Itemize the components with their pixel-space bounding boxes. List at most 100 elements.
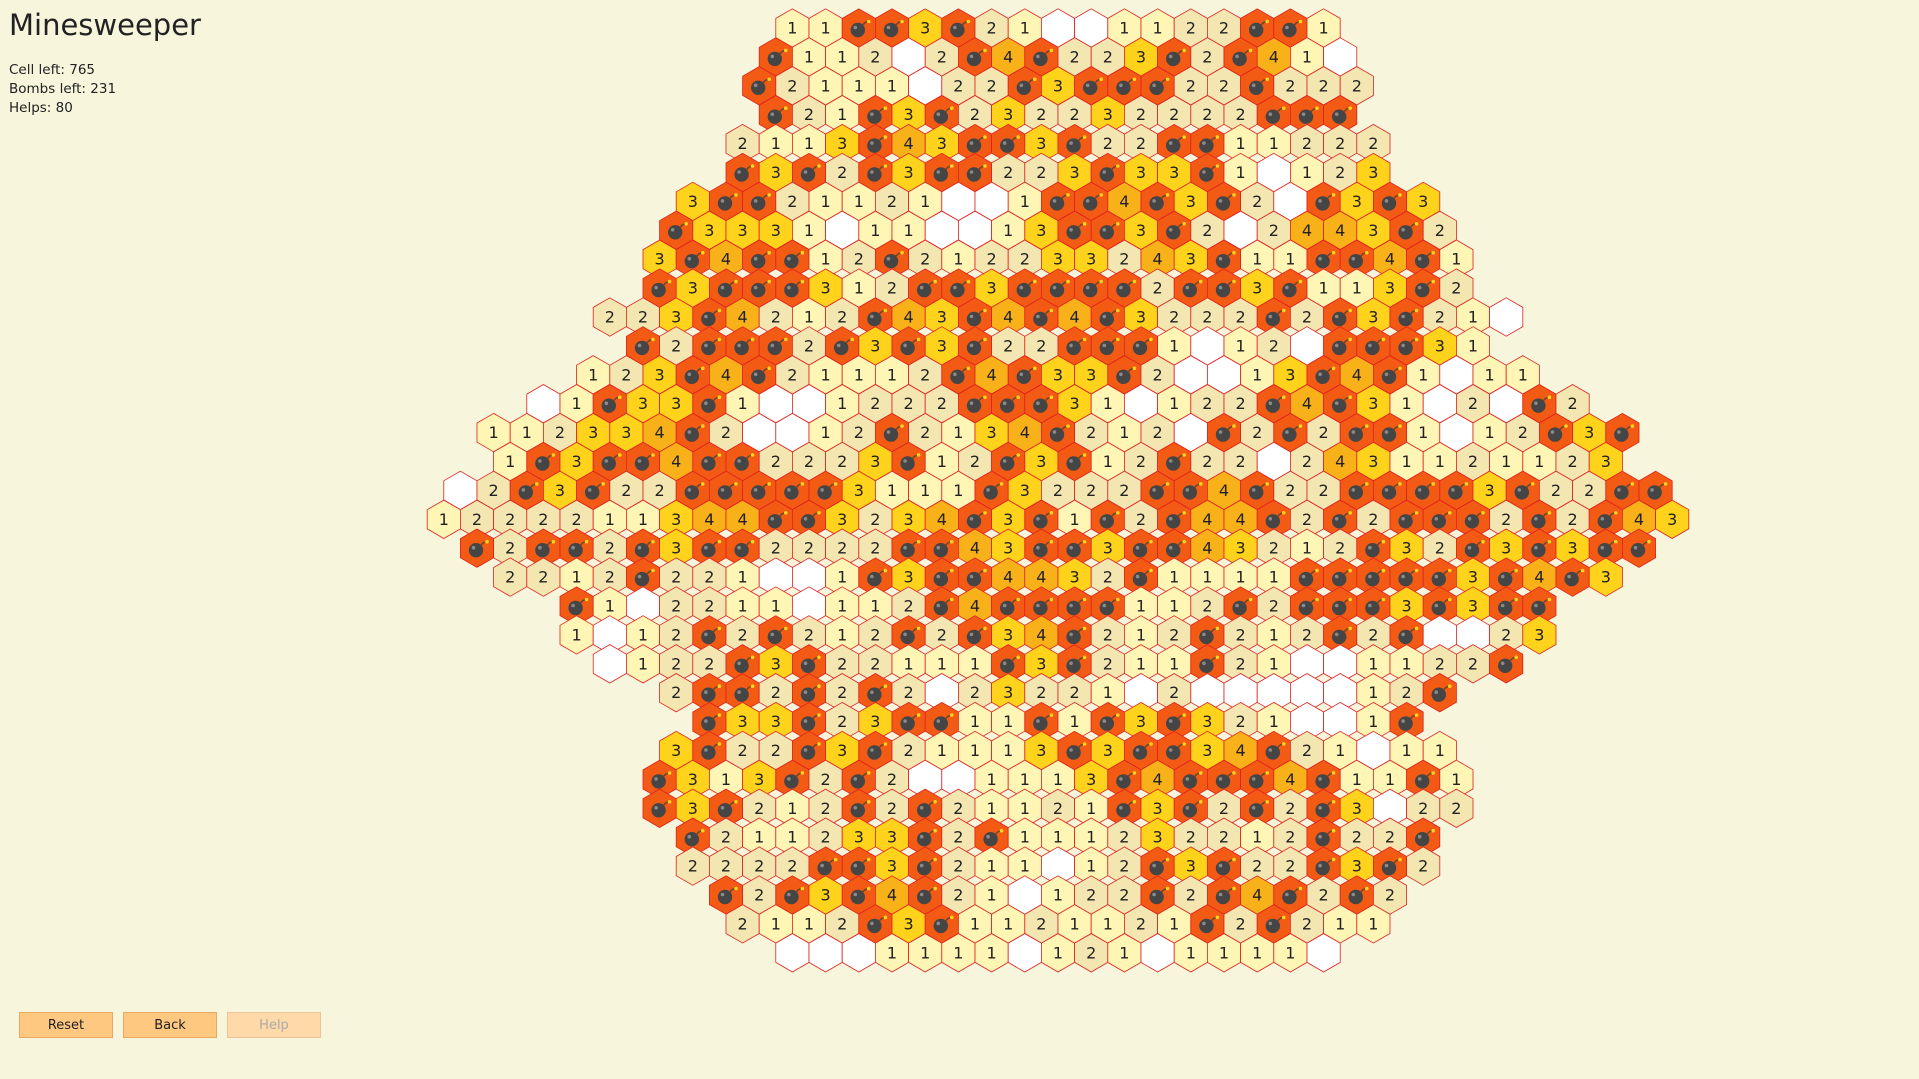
hex-cell[interactable] bbox=[1622, 528, 1656, 568]
hex-cell[interactable] bbox=[1057, 615, 1092, 655]
hex-cell[interactable] bbox=[1439, 470, 1474, 511]
hex-cell[interactable] bbox=[1456, 499, 1490, 539]
hex-cell[interactable] bbox=[841, 8, 876, 48]
hex-cell[interactable] bbox=[692, 384, 727, 424]
hex-cell[interactable] bbox=[592, 644, 627, 684]
hex-cell[interactable] bbox=[958, 297, 992, 337]
hex-cell[interactable] bbox=[1057, 123, 1092, 164]
hex-cell[interactable] bbox=[642, 759, 677, 800]
hex-cell[interactable] bbox=[1074, 66, 1109, 106]
hex-cell[interactable] bbox=[1290, 95, 1324, 135]
hex-cell[interactable] bbox=[875, 239, 909, 279]
hex-cell[interactable] bbox=[1157, 499, 1192, 539]
hex-cell[interactable] bbox=[1373, 355, 1407, 395]
hex-cell[interactable] bbox=[1057, 441, 1092, 482]
hex-cell[interactable] bbox=[1306, 759, 1341, 800]
hex-cell[interactable] bbox=[1173, 268, 1208, 308]
hex-cell[interactable] bbox=[1157, 701, 1192, 742]
hex-cell[interactable] bbox=[692, 730, 727, 771]
hex-cell[interactable] bbox=[908, 817, 943, 857]
hex-cell[interactable] bbox=[875, 412, 909, 453]
hex-cell[interactable] bbox=[1074, 181, 1109, 222]
hex-cell[interactable] bbox=[991, 644, 1026, 684]
hex-cell[interactable]: 2 bbox=[1406, 846, 1441, 886]
hex-cell[interactable] bbox=[858, 95, 893, 135]
hex-cell[interactable]: 1 bbox=[626, 644, 660, 684]
hex-cell[interactable] bbox=[792, 499, 826, 539]
hex-cell[interactable] bbox=[1373, 412, 1407, 453]
hex-cell[interactable] bbox=[725, 673, 760, 713]
hex-cell[interactable] bbox=[1605, 412, 1640, 453]
hex-cell[interactable]: 2 bbox=[526, 557, 561, 597]
hex-cell[interactable] bbox=[1124, 528, 1158, 568]
hex-cell[interactable] bbox=[1323, 95, 1358, 135]
hex-cell[interactable] bbox=[1356, 557, 1391, 597]
hex-cell[interactable] bbox=[1422, 673, 1457, 713]
hex-cell[interactable] bbox=[1107, 355, 1142, 395]
hex-cell[interactable] bbox=[642, 268, 677, 308]
hex-cell[interactable] bbox=[858, 904, 893, 944]
hex-cell[interactable] bbox=[991, 123, 1026, 164]
hex-cell[interactable] bbox=[459, 528, 495, 568]
hex-cell[interactable]: 3 bbox=[1655, 499, 1690, 539]
hex-cell[interactable] bbox=[725, 644, 760, 684]
hex-cell[interactable] bbox=[1057, 730, 1092, 771]
hex-cell[interactable] bbox=[1389, 499, 1424, 539]
hex-cell[interactable]: 2 bbox=[1456, 644, 1490, 684]
hex-cell[interactable] bbox=[1090, 152, 1125, 193]
hex-cell[interactable] bbox=[1489, 586, 1524, 626]
hex-cell[interactable] bbox=[1489, 644, 1524, 684]
hex-cell[interactable] bbox=[1157, 210, 1192, 250]
hex-cell[interactable]: 2 bbox=[659, 673, 694, 713]
hex-cell[interactable] bbox=[1373, 181, 1407, 222]
hex-cell[interactable] bbox=[1638, 470, 1673, 511]
hex-cell[interactable] bbox=[1140, 846, 1175, 886]
hex-cell[interactable] bbox=[858, 297, 893, 337]
hex-cell[interactable]: 2 bbox=[493, 557, 528, 597]
hex-cell[interactable] bbox=[675, 470, 710, 511]
hex-cell[interactable] bbox=[1124, 326, 1158, 366]
hex-cell[interactable] bbox=[958, 557, 992, 597]
hex-cell[interactable] bbox=[1406, 268, 1441, 308]
hex-cell[interactable] bbox=[1207, 875, 1241, 915]
hex-cell[interactable] bbox=[841, 759, 876, 800]
hex-cell[interactable] bbox=[725, 528, 760, 568]
hex-cell[interactable] bbox=[692, 701, 727, 742]
hex-cell[interactable] bbox=[626, 557, 660, 597]
hex-cell[interactable] bbox=[626, 326, 660, 366]
hex-cell[interactable] bbox=[709, 875, 743, 915]
hex-cell[interactable] bbox=[908, 875, 943, 915]
hex-cell[interactable] bbox=[1339, 875, 1374, 915]
hex-cell[interactable] bbox=[1140, 470, 1175, 511]
hex-cell[interactable] bbox=[1240, 788, 1275, 828]
hex-cell[interactable] bbox=[1107, 66, 1142, 106]
hex-cell[interactable] bbox=[709, 470, 743, 511]
hex-cell[interactable] bbox=[974, 470, 1009, 511]
hex-cell[interactable] bbox=[709, 788, 743, 828]
hex-cell[interactable] bbox=[891, 701, 926, 742]
hex-cell[interactable] bbox=[775, 268, 810, 308]
hex-cell[interactable] bbox=[1157, 37, 1192, 77]
hex-cell[interactable] bbox=[1256, 730, 1291, 771]
hex-cell[interactable] bbox=[1190, 615, 1225, 655]
hex-cell[interactable] bbox=[1057, 586, 1092, 626]
hex-cell[interactable] bbox=[1207, 412, 1241, 453]
hex-cell[interactable] bbox=[792, 644, 826, 684]
hex-cell[interactable] bbox=[1389, 557, 1424, 597]
hex-cell[interactable] bbox=[592, 441, 627, 482]
hex-cell[interactable] bbox=[858, 673, 893, 713]
hex-cell[interactable] bbox=[1057, 210, 1092, 250]
hex-cell[interactable] bbox=[891, 528, 926, 568]
hex-cell[interactable] bbox=[1356, 528, 1391, 568]
back-button[interactable]: Back bbox=[123, 1012, 217, 1038]
hex-cell[interactable]: 3 bbox=[1588, 557, 1623, 597]
hex-cell[interactable] bbox=[758, 615, 793, 655]
hex-cell[interactable] bbox=[509, 470, 544, 511]
hex-cell[interactable] bbox=[1373, 470, 1407, 511]
hex-cell[interactable]: 1 bbox=[559, 615, 594, 655]
hex-cell[interactable] bbox=[559, 528, 594, 568]
hex-cell[interactable] bbox=[1306, 933, 1341, 973]
hex-cell[interactable] bbox=[742, 268, 777, 308]
hex-cell[interactable] bbox=[858, 730, 893, 771]
hex-cell[interactable] bbox=[1240, 759, 1275, 800]
